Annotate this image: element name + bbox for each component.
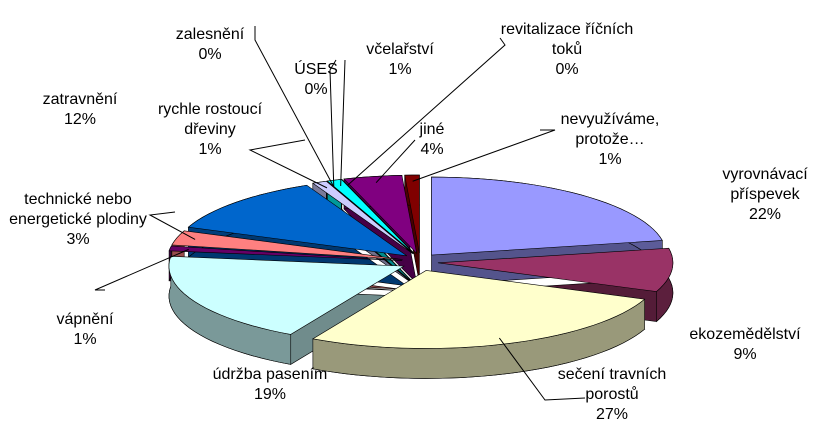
- slice-label: jiné 4%: [412, 120, 452, 160]
- leader-line: [375, 139, 416, 184]
- value-label: 3%: [66, 231, 90, 248]
- category-label: zatravnění: [42, 91, 118, 108]
- slice: [312, 270, 646, 349]
- value-label: 1%: [388, 61, 412, 78]
- slice-label: vápnění 1%: [45, 310, 125, 350]
- slice-label: nevyužíváme, protože… 1%: [550, 110, 670, 170]
- slice: [431, 176, 663, 256]
- category-label: vápnění: [56, 311, 114, 328]
- leader-line: [329, 59, 337, 187]
- value-label: 0%: [304, 81, 328, 98]
- value-label: 27%: [595, 406, 629, 423]
- slice: [404, 174, 420, 254]
- value-label: 1%: [598, 151, 622, 168]
- slice: [168, 256, 405, 335]
- slice: [171, 230, 403, 260]
- value-label: 0%: [198, 46, 222, 63]
- slice: [343, 175, 418, 255]
- category-label: včelařství: [366, 41, 434, 58]
- slice: [341, 179, 415, 254]
- leader-line: [94, 248, 189, 291]
- slice-label: zalesnění 0%: [160, 25, 260, 65]
- category-label: údržba pasením: [212, 366, 328, 383]
- slice: [326, 180, 414, 254]
- category-label: rychle rostoucí dřeviny: [157, 101, 263, 138]
- slice: [326, 179, 415, 254]
- category-label: jiné: [419, 121, 445, 138]
- leader-line: [340, 59, 346, 187]
- category-label: vyrovnávací příspevek: [722, 166, 808, 203]
- category-label: sečení travních porostů: [557, 366, 667, 403]
- leader-line: [248, 139, 328, 189]
- slice-label: včelařství 1%: [350, 40, 450, 80]
- category-label: zalesnění: [175, 26, 245, 43]
- slice-label: sečení travních porostů 27%: [547, 365, 677, 425]
- slice-label: údržba pasením 19%: [190, 365, 350, 405]
- value-label: 1%: [198, 141, 222, 158]
- value-label: 4%: [420, 141, 444, 158]
- value-label: 22%: [748, 206, 782, 223]
- slice-label: revitalizace říčních toků 0%: [497, 20, 637, 80]
- slice: [312, 180, 414, 254]
- value-label: 1%: [73, 331, 97, 348]
- value-label: 9%: [733, 346, 757, 363]
- value-label: 12%: [63, 111, 97, 128]
- slice: [187, 184, 408, 257]
- slice-label: ekozemědělství 9%: [680, 325, 810, 365]
- category-label: ekozemědělství: [689, 326, 801, 343]
- slice-label: rychle rostoucí dřeviny 1%: [150, 100, 270, 160]
- leader-line: [254, 26, 335, 188]
- category-label: revitalizace říčních toků: [500, 21, 634, 58]
- slice-label: ÚSES 0%: [281, 60, 351, 100]
- slice: [437, 247, 674, 292]
- value-label: 19%: [253, 386, 287, 403]
- value-label: 0%: [555, 61, 579, 78]
- category-label: technické nebo energetické plodiny: [9, 191, 147, 228]
- slice: [168, 245, 403, 261]
- category-label: ÚSES: [294, 61, 338, 78]
- slice-label: vyrovnávací příspevek 22%: [710, 165, 820, 225]
- leader-line: [498, 337, 586, 401]
- slice-label: zatravnění 12%: [25, 90, 135, 130]
- category-label: nevyužíváme, protože…: [560, 111, 660, 148]
- leader-line: [148, 211, 196, 240]
- leader-line: [347, 37, 506, 186]
- slice-label: technické nebo energetické plodiny 3%: [8, 190, 148, 250]
- leader-line: [412, 129, 556, 182]
